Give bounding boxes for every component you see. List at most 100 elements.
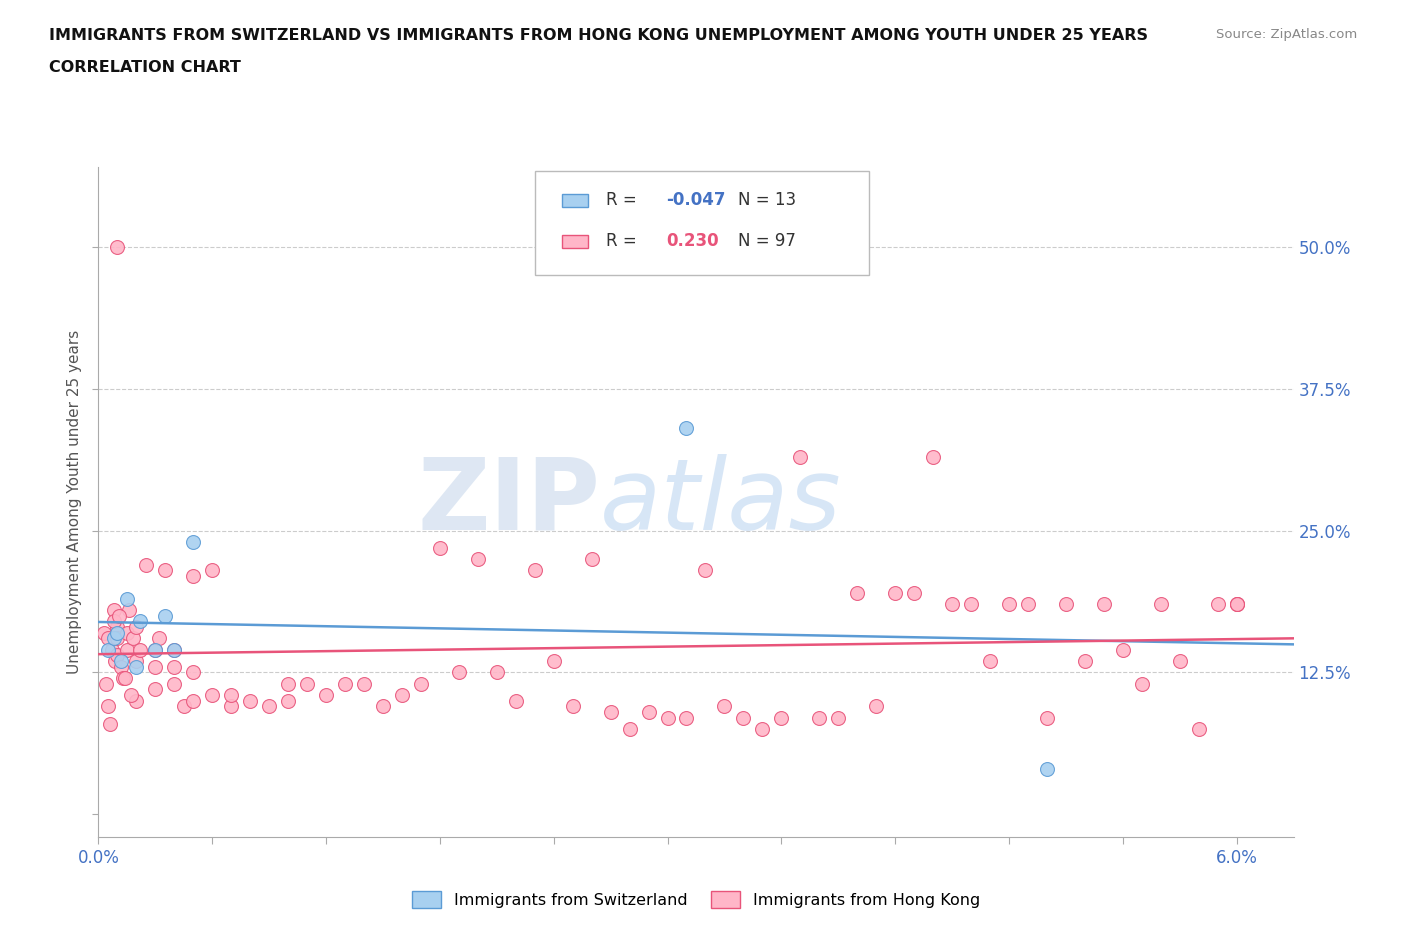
Point	[110, 659, 132, 674]
Point	[903, 586, 925, 601]
Point	[391, 687, 413, 702]
Point	[239, 694, 262, 709]
Point	[105, 648, 128, 663]
Point	[98, 716, 121, 731]
Point	[105, 625, 128, 640]
Point	[523, 563, 546, 578]
Point	[115, 625, 138, 640]
Point	[1054, 597, 1077, 612]
Point	[1036, 762, 1059, 777]
Point	[353, 676, 375, 691]
Point	[1226, 597, 1249, 612]
Point	[922, 449, 945, 464]
Point	[181, 694, 204, 709]
Point	[143, 659, 166, 674]
Text: CORRELATION CHART: CORRELATION CHART	[49, 60, 240, 75]
Point	[181, 535, 204, 550]
Point	[125, 654, 148, 669]
Point	[163, 676, 186, 691]
Point	[163, 643, 186, 658]
Point	[1206, 597, 1229, 612]
Point	[120, 687, 142, 702]
Point	[846, 586, 869, 601]
Text: atlas: atlas	[600, 454, 842, 551]
Point	[599, 705, 621, 720]
Text: R =: R =	[606, 191, 637, 208]
Point	[333, 676, 356, 691]
Point	[561, 699, 583, 714]
Point	[409, 676, 432, 691]
Point	[695, 563, 717, 578]
Point	[110, 654, 132, 669]
Point	[713, 699, 735, 714]
Text: -0.047: -0.047	[666, 191, 725, 208]
Point	[153, 563, 176, 578]
Point	[1168, 654, 1191, 669]
Point	[115, 643, 138, 658]
Point	[371, 699, 394, 714]
FancyBboxPatch shape	[562, 235, 589, 248]
Point	[118, 603, 141, 618]
Point	[181, 568, 204, 583]
Point	[103, 614, 125, 629]
Point	[543, 654, 565, 669]
Point	[94, 676, 117, 691]
Point	[1130, 676, 1153, 691]
Point	[103, 603, 125, 618]
Point	[277, 676, 299, 691]
Point	[770, 711, 793, 725]
Point	[163, 659, 186, 674]
FancyBboxPatch shape	[562, 193, 589, 206]
Point	[173, 699, 195, 714]
Point	[201, 687, 224, 702]
Text: IMMIGRANTS FROM SWITZERLAND VS IMMIGRANTS FROM HONG KONG UNEMPLOYMENT AMONG YOUT: IMMIGRANTS FROM SWITZERLAND VS IMMIGRANT…	[49, 28, 1149, 43]
Point	[153, 608, 176, 623]
Point	[143, 682, 166, 697]
Point	[93, 625, 115, 640]
Point	[315, 687, 337, 702]
Point	[619, 722, 641, 737]
Point	[1226, 597, 1249, 612]
Text: Source: ZipAtlas.com: Source: ZipAtlas.com	[1216, 28, 1357, 41]
Point	[115, 591, 138, 606]
Point	[105, 239, 128, 254]
Point	[129, 614, 152, 629]
Point	[1112, 643, 1135, 658]
Point	[97, 699, 120, 714]
Y-axis label: Unemployment Among Youth under 25 years: Unemployment Among Youth under 25 years	[66, 330, 82, 674]
Point	[129, 643, 152, 658]
Point	[257, 699, 280, 714]
Point	[657, 711, 679, 725]
Point	[429, 540, 451, 555]
Point	[121, 631, 143, 645]
Text: 0.230: 0.230	[666, 232, 718, 250]
Point	[675, 711, 697, 725]
Point	[884, 586, 907, 601]
Point	[447, 665, 470, 680]
Point	[808, 711, 831, 725]
Text: N = 13: N = 13	[738, 191, 796, 208]
Point	[112, 671, 135, 685]
Point	[1017, 597, 1039, 612]
Point	[295, 676, 318, 691]
Point	[1074, 654, 1097, 669]
Point	[143, 643, 166, 658]
Point	[135, 557, 157, 572]
Point	[1188, 722, 1211, 737]
Text: N = 97: N = 97	[738, 232, 796, 250]
Point	[114, 671, 136, 685]
Point	[637, 705, 659, 720]
Text: ZIP: ZIP	[418, 454, 600, 551]
Point	[103, 631, 125, 645]
Point	[201, 563, 224, 578]
Point	[1036, 711, 1059, 725]
Point	[125, 694, 148, 709]
Point	[827, 711, 849, 725]
Point	[733, 711, 755, 725]
Text: R =: R =	[606, 232, 637, 250]
Point	[581, 551, 603, 566]
Point	[1092, 597, 1115, 612]
Point	[108, 608, 131, 623]
Point	[97, 643, 120, 658]
Point	[1226, 597, 1249, 612]
